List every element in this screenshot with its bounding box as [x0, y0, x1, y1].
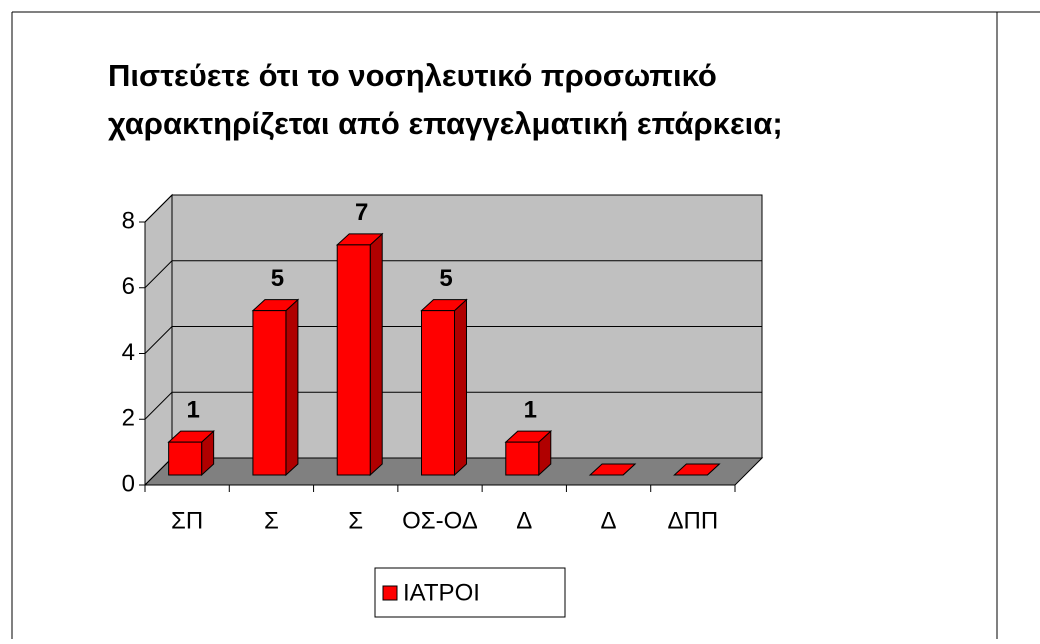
bar — [335, 232, 384, 477]
grid-line — [144, 260, 173, 289]
x-tick-label: ΣΠ — [171, 507, 203, 534]
bar — [251, 298, 300, 477]
x-tick-label: ΟΣ-ΟΔ — [402, 507, 478, 534]
bar-side — [454, 298, 467, 477]
data-label: 7 — [355, 199, 368, 226]
legend-label: ΙΑΤΡΟΙ — [403, 579, 480, 606]
bar-front — [336, 244, 371, 476]
y-tick-label: 2 — [122, 405, 135, 432]
chart-title: χαρακτηρίζεται από επαγγελματική επάρκει… — [108, 106, 783, 141]
bar-front — [421, 310, 455, 476]
bar — [167, 429, 215, 477]
bar — [588, 463, 637, 476]
legend-swatch — [382, 585, 398, 601]
chart-title: Πιστεύετε ότι το νοσηλευτικό προσωπικό — [108, 58, 717, 93]
data-label: 5 — [439, 265, 452, 292]
grid-line — [144, 457, 173, 486]
x-tick-label: Δ — [601, 507, 617, 534]
y-tick-label: 8 — [122, 207, 135, 234]
x-tick-label: Σ — [264, 507, 279, 534]
data-label: 1 — [186, 396, 199, 423]
bar-front — [505, 441, 540, 476]
grid-line — [144, 391, 173, 420]
bar — [504, 429, 553, 477]
x-tick-label: ΔΠΠ — [668, 507, 719, 534]
legend — [374, 567, 566, 618]
bar-front — [168, 441, 203, 476]
y-tick-label: 4 — [122, 339, 135, 366]
bar-front — [252, 310, 287, 476]
x-tick-label: Σ — [348, 507, 363, 534]
bar-side — [369, 232, 383, 477]
bar-side — [285, 298, 299, 477]
x-tick-label: Δ — [516, 507, 532, 534]
bar — [420, 298, 468, 477]
grid-line — [144, 326, 173, 354]
grid-line — [144, 194, 173, 223]
data-label: 1 — [524, 396, 537, 423]
y-tick-label: 0 — [122, 470, 135, 497]
data-label: 5 — [271, 265, 284, 292]
y-tick-label: 6 — [122, 273, 135, 300]
bar — [673, 463, 721, 476]
